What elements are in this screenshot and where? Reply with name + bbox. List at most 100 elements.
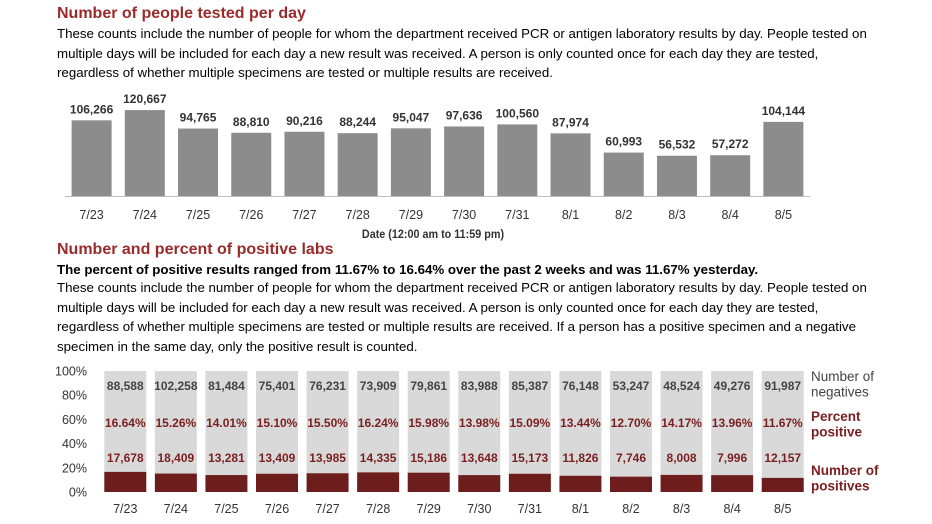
- positive-y-tick-labels: 100% 80% 60% 40% 20% 0%: [55, 365, 87, 500]
- legend-percent-positive-text: positive: [811, 425, 863, 440]
- tested-x-tick-label: 8/2: [615, 208, 632, 222]
- tested-x-axis-title: Date (12:00 am to 11:59 pm): [362, 229, 504, 242]
- positives-value-label: 14,335: [360, 451, 397, 465]
- tested-x-tick-label: 8/1: [562, 208, 579, 222]
- tested-bar: [71, 120, 112, 196]
- tested-x-tick-label: 7/30: [452, 208, 476, 222]
- positives-bar-segment: [104, 471, 147, 492]
- positives-bar-segment: [205, 475, 248, 492]
- tested-value-label: 56,532: [659, 138, 696, 152]
- negatives-bar-segment: [306, 371, 349, 474]
- tested-bar: [444, 126, 485, 196]
- positives-bar-segment: [256, 473, 298, 492]
- positives-value-label: 13,985: [309, 451, 346, 465]
- tested-section-title: Number of people tested per day: [57, 5, 306, 22]
- positives-value-labels: 17,678 18,409 13,281 13,409 13,985 14,335 15,1…: [107, 451, 801, 465]
- negatives-value-label: 53,247: [613, 379, 650, 393]
- positive-y-tick-label: 80%: [62, 389, 87, 403]
- positives-bar-segment: [306, 473, 349, 492]
- negatives-value-label: 85,387: [512, 379, 549, 393]
- positives-value-label: 8,008: [667, 451, 697, 465]
- positives-bar-segment: [407, 472, 450, 492]
- percent-positive-label: 13.96%: [712, 416, 753, 430]
- negatives-bar-segment: [104, 371, 147, 472]
- positive-y-tick-label: 0%: [69, 486, 87, 500]
- tested-section-description: These counts include the number of peopl…: [57, 26, 867, 80]
- positive-x-tick-label: 8/4: [723, 502, 740, 516]
- tested-x-tick-label: 8/5: [775, 208, 792, 222]
- negatives-bar-segment: [357, 371, 400, 473]
- positive-x-tick-label: 8/2: [622, 502, 639, 516]
- positives-value-label: 12,157: [764, 451, 801, 465]
- negatives-bar-segment: [154, 371, 197, 474]
- positives-bar-segment: [660, 474, 703, 492]
- positives-bar-segment: [154, 473, 197, 492]
- tested-per-day-chart: 106,266 120,667 94,765 88,810 90,216 88,244 95…: [65, 92, 810, 242]
- negatives-value-label: 83,988: [461, 379, 498, 393]
- percent-positive-label: 14.01%: [206, 416, 247, 430]
- tested-value-label: 88,810: [233, 115, 270, 129]
- tested-x-tick-label: 7/26: [239, 208, 263, 222]
- positives-value-label: 7,996: [717, 451, 747, 465]
- positive-x-tick-label: 7/28: [366, 502, 390, 516]
- tested-value-label: 104,144: [762, 104, 806, 118]
- negatives-value-label: 88,588: [107, 379, 144, 393]
- negatives-value-labels: 88,588 102,258 81,484 75,401 76,231 73,909 79,…: [107, 379, 801, 393]
- tested-x-tick-label: 8/3: [668, 208, 685, 222]
- tested-x-tick-label: 7/24: [133, 208, 157, 222]
- negatives-value-label: 49,276: [714, 379, 751, 393]
- positives-bar-segment: [610, 476, 652, 492]
- tested-value-labels: 106,266 120,667 94,765 88,810 90,216 88,244 95…: [70, 92, 805, 152]
- positives-bar-segment: [761, 477, 804, 492]
- tested-value-label: 95,047: [393, 110, 430, 124]
- positives-value-label: 13,409: [259, 451, 296, 465]
- positive-y-tick-label: 20%: [62, 461, 87, 475]
- negatives-bar-segment: [256, 371, 298, 474]
- tested-x-tick-label: 7/23: [79, 208, 103, 222]
- positive-x-tick-label: 8/1: [572, 502, 589, 516]
- positives-value-label: 7,746: [616, 451, 646, 465]
- percent-positive-label: 13.98%: [459, 416, 500, 430]
- tested-value-label: 57,272: [712, 137, 749, 151]
- tested-value-label: 97,636: [446, 108, 483, 122]
- positive-y-tick-label: 40%: [62, 437, 87, 451]
- positive-x-tick-label: 7/29: [417, 502, 441, 516]
- negatives-value-label: 79,861: [410, 379, 447, 393]
- tested-bar: [763, 121, 804, 196]
- negatives-value-label: 81,484: [208, 379, 245, 393]
- negatives-bar-segment: [711, 371, 754, 476]
- positives-value-label: 13,648: [461, 451, 498, 465]
- percent-positive-label: 15.26%: [156, 416, 197, 430]
- tested-value-label: 106,266: [70, 102, 114, 116]
- negatives-bar-segment: [660, 371, 703, 475]
- tested-x-tick-label: 7/25: [186, 208, 210, 222]
- tested-value-label: 94,765: [180, 111, 217, 125]
- percent-positive-label: 12.70%: [611, 416, 652, 430]
- positives-value-label: 15,173: [512, 451, 549, 465]
- positives-bar-segment: [357, 472, 400, 492]
- tested-bar: [390, 128, 431, 196]
- negatives-bar-segment: [761, 371, 804, 478]
- positive-x-tick-label: 8/5: [774, 502, 791, 516]
- percent-positive-label: 14.17%: [661, 416, 702, 430]
- tested-x-tick-label: 7/29: [399, 208, 423, 222]
- positive-x-tick-label: 7/25: [214, 502, 238, 516]
- percent-positive-label: 15.10%: [257, 416, 298, 430]
- positive-x-tick-label: 8/3: [673, 502, 690, 516]
- negatives-value-label: 91,987: [764, 379, 801, 393]
- legend-positives-text: positives: [811, 479, 870, 494]
- tested-x-tick-label: 8/4: [721, 208, 738, 222]
- legend-negatives-text: negatives: [811, 385, 869, 400]
- negatives-value-label: 48,524: [663, 379, 700, 393]
- positive-y-tick-label: 60%: [62, 413, 87, 427]
- negatives-value-label: 76,148: [562, 379, 599, 393]
- negatives-bar-segment: [407, 371, 450, 473]
- tested-value-label: 90,216: [286, 114, 323, 128]
- positive-section-title: Number and percent of positive labs: [57, 241, 334, 258]
- negatives-bar-segment: [610, 371, 652, 477]
- percent-positive-label: 15.98%: [408, 416, 449, 430]
- positives-bar-segment: [508, 473, 551, 492]
- positive-y-tick-label: 100%: [55, 365, 87, 379]
- positives-bar-segment: [559, 475, 602, 492]
